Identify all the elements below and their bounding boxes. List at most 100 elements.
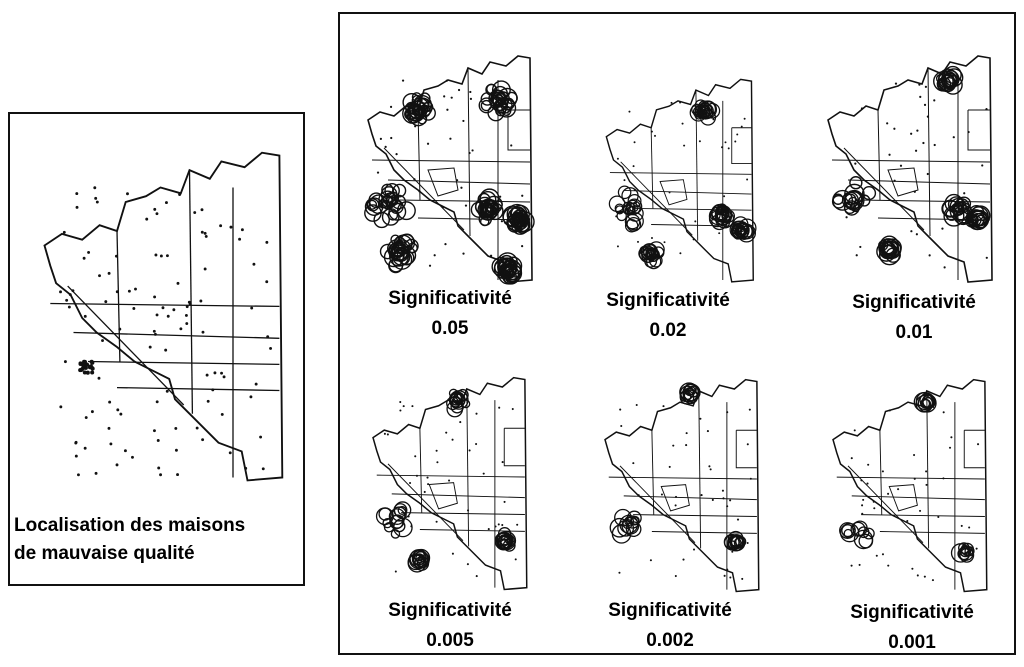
house-point (881, 470, 884, 473)
significance-value: 0.05 (431, 318, 469, 339)
house-point (81, 361, 86, 366)
house-point (269, 346, 273, 350)
house-point (628, 110, 631, 113)
house-point (101, 339, 104, 342)
house-point (444, 243, 447, 246)
house-point (468, 151, 471, 155)
house-point (107, 426, 111, 430)
cluster-circle (400, 233, 415, 248)
cluster-circle (970, 212, 985, 227)
house-point (948, 446, 952, 449)
map-significance-5 (832, 378, 988, 593)
house-point (464, 204, 468, 207)
house-point (153, 207, 157, 211)
house-point (157, 466, 161, 470)
house-point (926, 115, 929, 118)
house-point (159, 473, 163, 477)
significance-label: Significativité (606, 290, 730, 311)
house-point (148, 345, 152, 349)
house-point (893, 179, 896, 182)
house-point (712, 118, 715, 121)
cluster-circle (366, 198, 380, 212)
house-point (131, 455, 134, 459)
house-point (736, 518, 740, 521)
cluster-circle (621, 201, 636, 216)
district-boundary (427, 167, 459, 197)
house-point (700, 494, 703, 497)
district-boundary (879, 531, 985, 534)
house-point (649, 559, 652, 562)
house-point (83, 314, 87, 318)
house-point (89, 359, 94, 364)
map-significance-3 (372, 376, 528, 591)
cluster-circle (364, 204, 382, 222)
district-boundary (87, 360, 280, 366)
house-point (249, 395, 253, 399)
cluster-circle (497, 98, 517, 118)
house-point (637, 240, 639, 243)
significance-label: Significativité (388, 288, 512, 309)
house-point (449, 137, 452, 140)
house-point (685, 444, 688, 447)
house-point (409, 481, 412, 485)
district-boundary (391, 493, 525, 499)
house-point (845, 216, 848, 219)
district-boundary (659, 179, 688, 206)
house-point (740, 125, 743, 128)
house-point (511, 408, 514, 411)
cluster-circle (446, 400, 464, 418)
district-boundary (401, 512, 525, 515)
house-point (469, 90, 472, 94)
significance-caption-0: Significativité 0.05 (360, 284, 540, 344)
house-point (65, 298, 69, 302)
house-point (941, 227, 944, 230)
house-point (179, 327, 183, 331)
house-point (90, 370, 95, 375)
house-point (206, 399, 210, 403)
house-point (414, 455, 417, 458)
house-point (497, 523, 500, 526)
cluster-circle (506, 203, 528, 225)
house-point (514, 558, 517, 561)
house-point (153, 295, 157, 299)
house-point (722, 497, 725, 500)
cluster-circle (844, 183, 865, 205)
house-point (145, 217, 149, 221)
house-point (501, 524, 504, 527)
house-point (867, 463, 870, 466)
house-point (913, 454, 916, 457)
house-point (916, 129, 919, 132)
house-point (662, 405, 665, 408)
house-point (510, 144, 513, 147)
house-point (165, 254, 169, 258)
house-point (265, 240, 269, 244)
house-point (153, 332, 157, 336)
house-point (468, 449, 471, 452)
house-point (854, 162, 857, 165)
house-point (859, 245, 862, 249)
cluster-circle (396, 201, 416, 221)
house-point (682, 558, 685, 561)
house-point (376, 171, 380, 174)
district-boundary (651, 430, 655, 515)
house-point (185, 322, 189, 325)
house-point (152, 429, 156, 433)
cluster-circle (941, 199, 960, 218)
house-point (384, 145, 387, 148)
house-point (413, 178, 416, 181)
house-point (928, 254, 931, 257)
house-point (471, 149, 474, 152)
house-point (220, 412, 224, 416)
house-point (187, 300, 191, 304)
house-point (448, 479, 451, 482)
house-point (165, 389, 169, 393)
house-point (855, 254, 858, 257)
house-point (87, 250, 91, 254)
house-point (616, 245, 619, 248)
house-point (475, 443, 478, 446)
cluster-circle (494, 531, 514, 551)
cluster-circle (386, 191, 400, 205)
house-point (94, 471, 98, 475)
house-point (383, 432, 386, 435)
house-point (850, 457, 853, 460)
